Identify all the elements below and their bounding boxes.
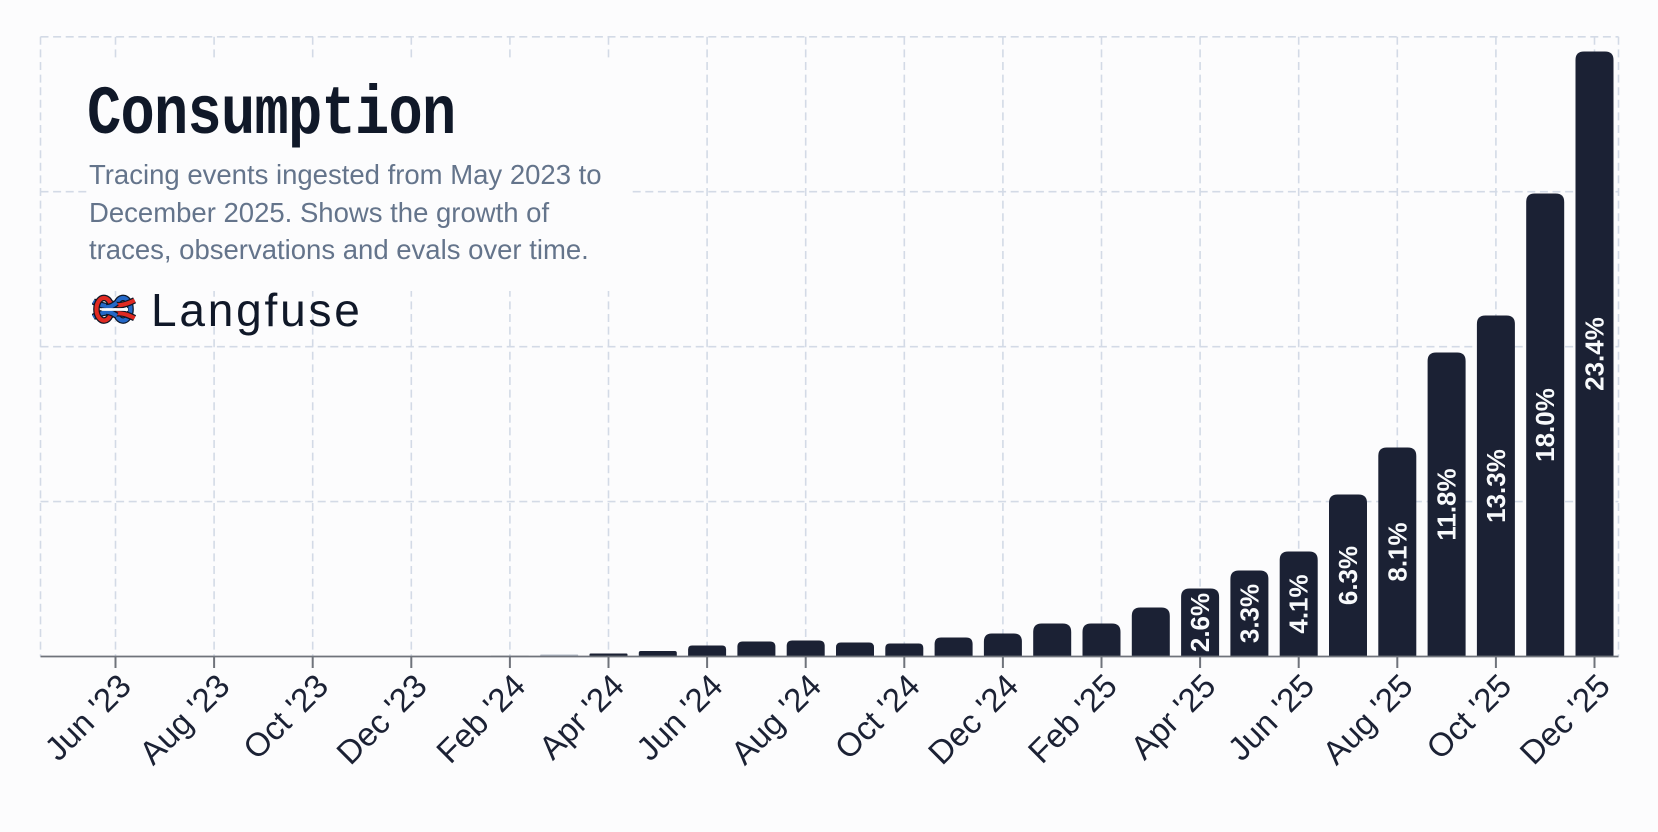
svg-text:Jun '25: Jun '25 bbox=[1220, 667, 1321, 768]
svg-text:18.0%: 18.0% bbox=[1530, 388, 1560, 462]
svg-text:23.4%: 23.4% bbox=[1580, 317, 1610, 391]
svg-text:Jun '24: Jun '24 bbox=[629, 667, 730, 768]
svg-text:6.3%: 6.3% bbox=[1333, 546, 1363, 605]
svg-text:Oct '23: Oct '23 bbox=[236, 667, 335, 766]
svg-text:Apr '24: Apr '24 bbox=[532, 667, 631, 766]
svg-text:Feb '25: Feb '25 bbox=[1021, 667, 1124, 770]
svg-text:Dec '23: Dec '23 bbox=[329, 667, 434, 772]
svg-text:Aug '24: Aug '24 bbox=[724, 667, 829, 772]
svg-text:13.3%: 13.3% bbox=[1481, 449, 1511, 523]
svg-text:8.1%: 8.1% bbox=[1382, 522, 1412, 581]
svg-text:Jun '23: Jun '23 bbox=[37, 667, 138, 768]
svg-text:4.1%: 4.1% bbox=[1284, 574, 1314, 633]
svg-text:Oct '24: Oct '24 bbox=[827, 667, 926, 766]
svg-text:Apr '25: Apr '25 bbox=[1123, 667, 1222, 766]
svg-text:2.6%: 2.6% bbox=[1185, 593, 1215, 652]
svg-text:Dec '25: Dec '25 bbox=[1512, 667, 1617, 772]
svg-text:Dec '24: Dec '24 bbox=[921, 667, 1026, 772]
svg-text:Aug '23: Aug '23 bbox=[132, 667, 237, 772]
svg-text:Feb '24: Feb '24 bbox=[429, 667, 532, 770]
svg-text:Oct '25: Oct '25 bbox=[1419, 667, 1518, 766]
svg-text:Aug '25: Aug '25 bbox=[1315, 667, 1420, 772]
svg-text:3.3%: 3.3% bbox=[1234, 584, 1264, 643]
svg-text:11.8%: 11.8% bbox=[1432, 468, 1462, 540]
